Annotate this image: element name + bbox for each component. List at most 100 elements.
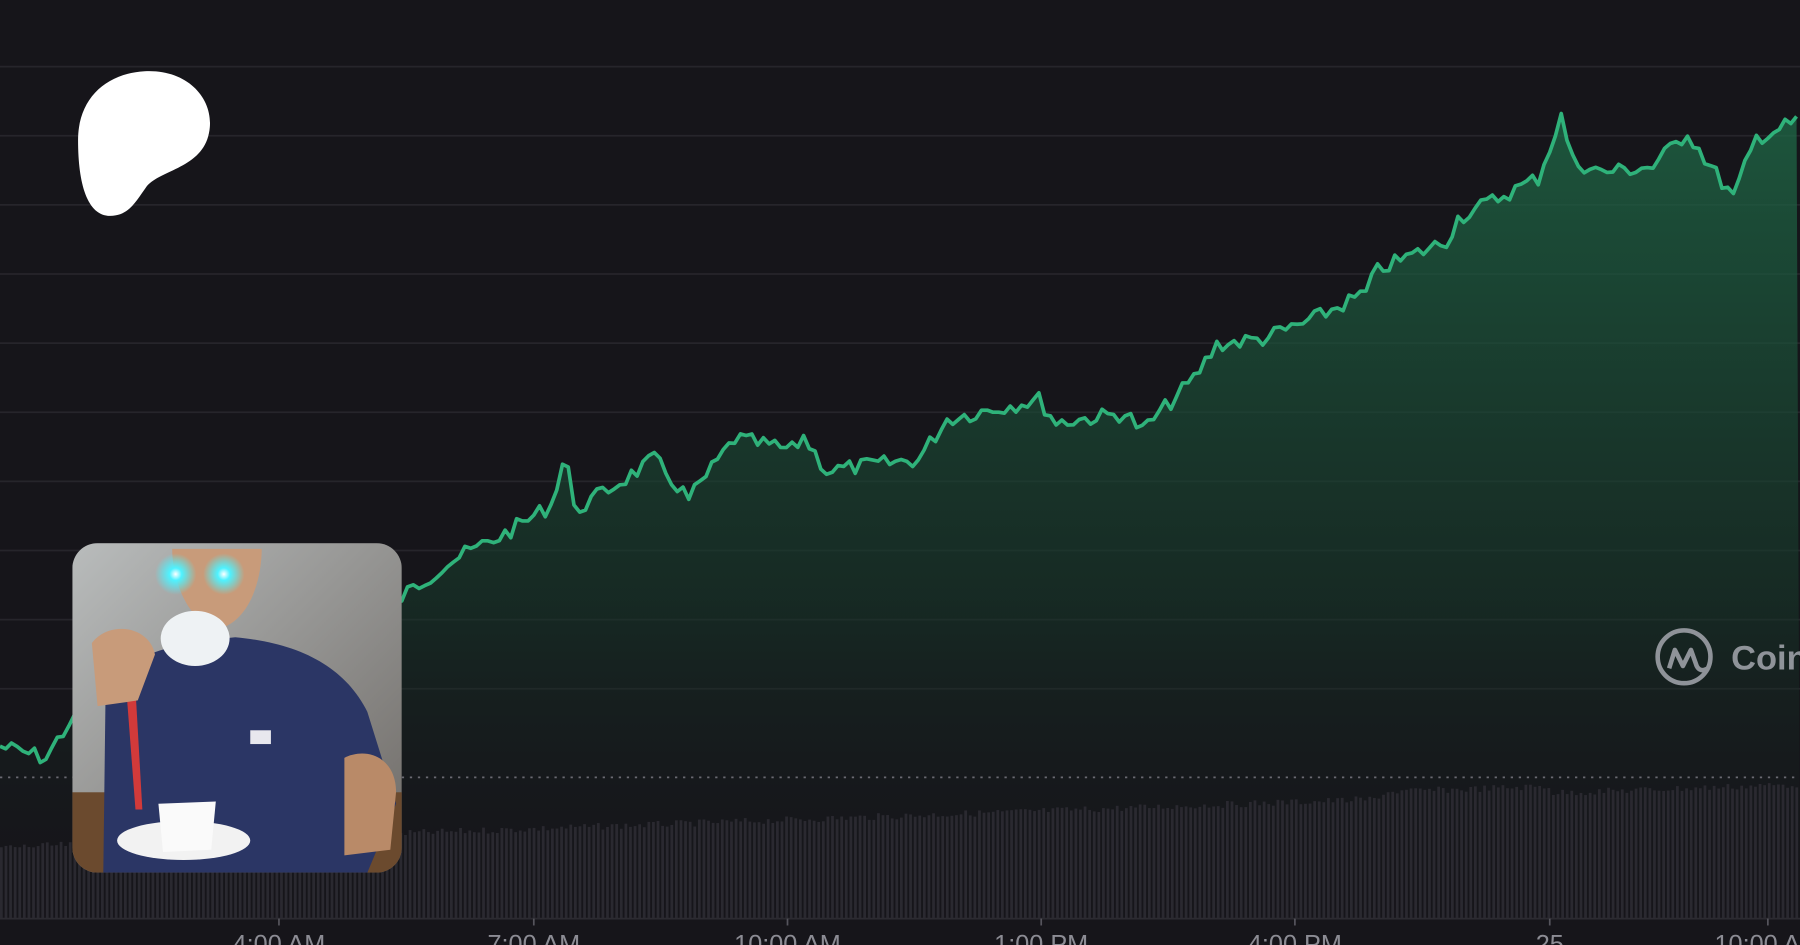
volume-bar	[160, 840, 164, 919]
volume-bar	[881, 815, 885, 919]
volume-bar	[858, 815, 862, 919]
volume-bar	[137, 839, 141, 919]
avatar[interactable]	[72, 543, 402, 873]
volume-bar	[1317, 801, 1321, 919]
volume-bar	[151, 839, 155, 919]
volume-bar	[1772, 785, 1776, 919]
volume-bar	[1290, 799, 1294, 919]
volume-bar	[174, 841, 178, 919]
volume-bar	[1056, 807, 1059, 919]
shirt-logo	[250, 730, 271, 745]
volume-bar	[1267, 804, 1271, 919]
volume-bar	[661, 825, 664, 919]
volume-bar	[840, 816, 844, 919]
volume-bar	[1359, 797, 1362, 919]
volume-bar	[1767, 783, 1771, 919]
volume-bar	[197, 838, 201, 919]
volume-bar	[440, 828, 444, 919]
x-tick-label: 10:00 AM	[1715, 930, 1800, 945]
volume-bar	[1382, 794, 1385, 919]
volume-bars	[0, 783, 1799, 919]
volume-bar	[890, 818, 894, 919]
volume-bar	[18, 847, 22, 919]
volume-bar	[59, 841, 63, 919]
volume-bar	[743, 818, 747, 919]
volume-bar	[991, 811, 995, 919]
volume-bar	[642, 827, 646, 919]
volume-bar	[982, 812, 986, 919]
volume-bar	[390, 835, 394, 919]
volume-bar	[229, 839, 233, 919]
volume-bar	[978, 810, 981, 919]
volume-bar	[835, 819, 839, 919]
volume-bar	[1120, 810, 1124, 919]
volume-bar	[1506, 788, 1509, 919]
volume-bar	[358, 832, 361, 919]
volume-bar	[794, 818, 798, 919]
patreon-logo[interactable]	[78, 71, 211, 216]
volume-bar	[900, 817, 903, 919]
x-axis-labels: 4:00 AM 7:00 AM 10:00 AM 1:00 PM 4:00 PM 25 10…	[233, 918, 1800, 945]
volume-bar	[307, 837, 311, 919]
volume-bar	[1400, 790, 1404, 919]
volume-bar	[36, 846, 40, 919]
volume-bar	[1281, 800, 1284, 919]
volume-bar	[1014, 809, 1018, 919]
volume-bar	[734, 818, 738, 919]
volume-bar	[1106, 808, 1110, 919]
volume-bar	[1721, 787, 1725, 919]
volume-bar	[913, 816, 917, 919]
volume-bar	[133, 845, 136, 919]
volume-bar	[270, 836, 274, 919]
volume-bar	[1331, 802, 1335, 919]
volume-bar	[762, 823, 765, 919]
volume-bar	[785, 816, 788, 919]
volume-bar	[202, 837, 205, 919]
volume-bar	[445, 831, 449, 919]
volume-bar	[1786, 787, 1789, 919]
volume-bar	[459, 827, 462, 919]
volume-bar	[339, 836, 343, 919]
volume-bar	[1478, 791, 1482, 919]
volume-bar	[330, 837, 334, 919]
volume-bar	[1487, 790, 1491, 919]
shirt-stripe	[126, 688, 143, 810]
volume-bar	[1694, 787, 1698, 919]
volume-bar	[573, 826, 577, 919]
volume-bar	[73, 841, 77, 919]
eye-glow	[154, 553, 197, 595]
volume-bar	[394, 830, 398, 919]
volume-bar	[725, 820, 729, 919]
volume-bar	[1680, 790, 1684, 919]
volume-bar	[1074, 808, 1078, 919]
creamer	[158, 801, 216, 852]
watermark-text: Coin	[1731, 639, 1800, 677]
volume-bar	[808, 819, 811, 919]
volume-bar	[1239, 807, 1243, 919]
volume-bar	[293, 836, 297, 919]
volume-bar	[41, 843, 45, 919]
volume-bar	[922, 817, 926, 919]
volume-bar	[1170, 808, 1174, 919]
volume-bar	[188, 842, 192, 919]
volume-bar	[261, 837, 265, 919]
x-tick-label: 4:00 AM	[233, 930, 326, 945]
volume-bar	[532, 827, 536, 919]
volume-bar	[551, 828, 554, 919]
volume-bar	[1405, 789, 1408, 919]
volume-bar	[776, 821, 779, 919]
volume-bar	[1203, 804, 1206, 919]
volume-bar	[537, 830, 540, 919]
arm	[344, 753, 397, 856]
volume-bar	[1634, 788, 1638, 919]
volume-bar	[500, 827, 504, 919]
volume-bar	[826, 816, 830, 919]
volume-bar	[211, 836, 214, 919]
volume-bar	[895, 819, 899, 919]
volume-bar	[964, 810, 968, 919]
volume-bar	[45, 842, 49, 919]
volume-bar	[523, 831, 527, 919]
volume-bar	[128, 843, 132, 919]
volume-bar	[1483, 785, 1486, 919]
